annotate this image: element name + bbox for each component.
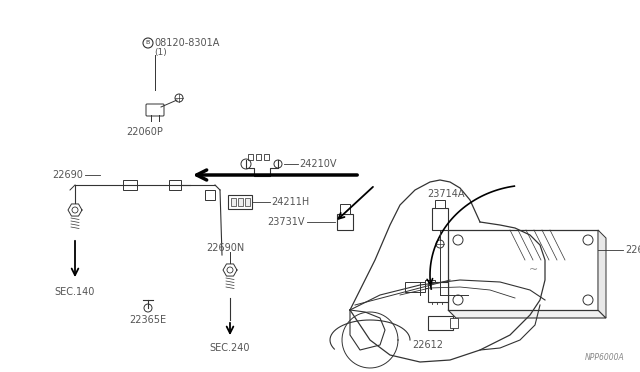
Bar [448,230,598,310]
Bar [428,316,453,330]
Text: 24211H: 24211H [271,197,309,207]
Bar [405,282,425,292]
Text: 24210V: 24210V [299,159,337,169]
Text: 22060P: 22060P [127,127,163,137]
Bar [245,198,250,206]
Bar [432,208,448,230]
Bar [450,318,458,328]
Bar [337,214,353,230]
Bar [264,154,269,160]
Text: ~: ~ [529,265,538,275]
Text: 23731V: 23731V [268,217,305,227]
Bar [238,198,243,206]
Bar [340,204,350,214]
Bar [205,190,215,200]
Bar [123,180,137,190]
Text: B: B [146,41,150,45]
Text: 22690: 22690 [52,170,83,180]
Text: 22612: 22612 [413,340,444,350]
FancyBboxPatch shape [146,104,164,116]
Text: NPP6000A: NPP6000A [585,353,625,362]
Bar [428,282,448,302]
Bar [228,195,252,209]
Text: (1): (1) [154,48,167,58]
Text: 23714A: 23714A [427,189,465,199]
Bar [248,154,253,160]
Text: SEC.240: SEC.240 [210,343,250,353]
Polygon shape [448,310,606,318]
Text: 22690N: 22690N [206,243,244,253]
Bar [425,280,435,288]
Polygon shape [598,230,606,318]
Bar [435,200,445,208]
Text: 08120-8301A: 08120-8301A [154,38,220,48]
Text: 22611: 22611 [625,245,640,255]
Text: SEC.140: SEC.140 [55,287,95,297]
Bar [169,180,181,190]
Bar [255,154,260,160]
Text: 22365E: 22365E [129,315,166,325]
Bar [231,198,236,206]
